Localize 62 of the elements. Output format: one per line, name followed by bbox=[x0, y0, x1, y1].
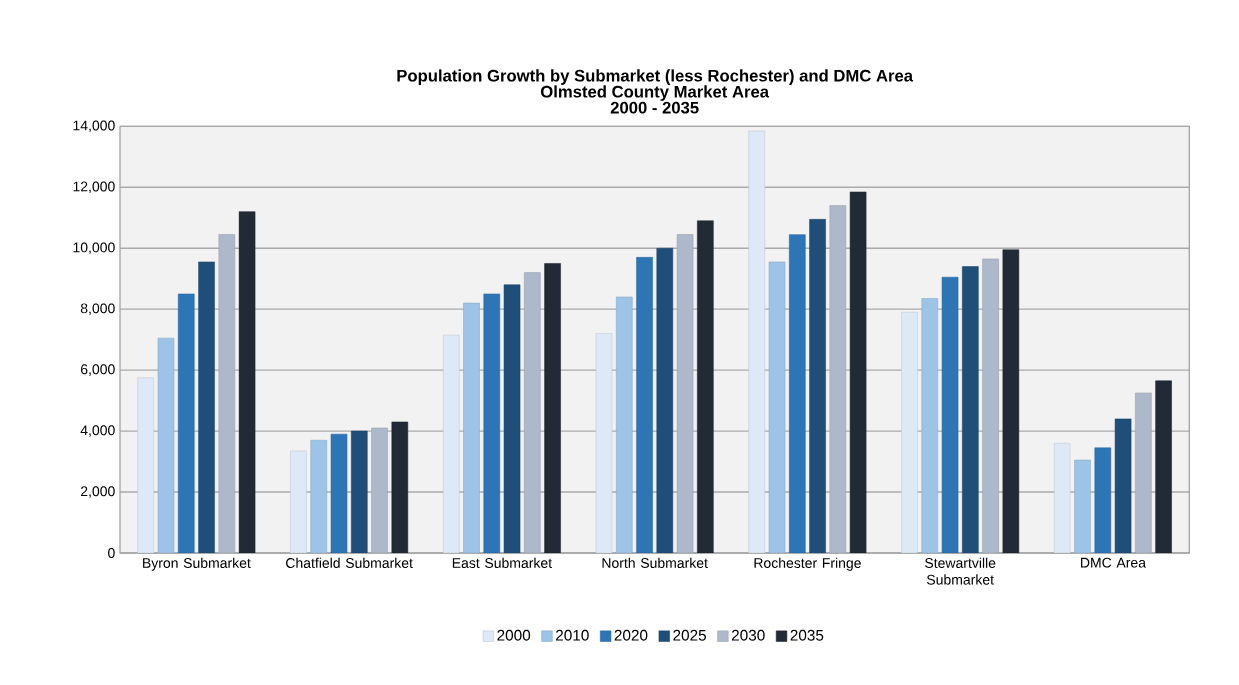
bar bbox=[962, 266, 979, 553]
bar bbox=[676, 234, 694, 553]
bar bbox=[198, 261, 215, 553]
legend-label: 2030 bbox=[731, 629, 765, 641]
bar bbox=[595, 333, 613, 553]
y-tick-label: 2,000 bbox=[80, 486, 115, 498]
bar bbox=[616, 296, 633, 553]
bar bbox=[1074, 459, 1091, 553]
bar bbox=[177, 293, 195, 553]
bar bbox=[1002, 249, 1020, 553]
bar bbox=[849, 191, 867, 553]
bar bbox=[503, 284, 521, 553]
bar bbox=[1155, 380, 1172, 553]
legend-label: 2010 bbox=[556, 629, 589, 641]
x-tick-label: Byron Submarket bbox=[143, 557, 251, 571]
y-tick-label: 12,000 bbox=[73, 181, 115, 194]
bar bbox=[442, 334, 460, 553]
y-tick-label: 10,000 bbox=[73, 242, 115, 255]
bar bbox=[351, 430, 368, 553]
bar bbox=[483, 293, 501, 553]
bar bbox=[901, 311, 918, 553]
x-tick-label: East Submarket bbox=[452, 557, 552, 568]
bar bbox=[697, 220, 714, 553]
y-tick-label: 8,000 bbox=[80, 303, 115, 315]
bar bbox=[921, 298, 939, 553]
bar bbox=[1094, 447, 1112, 553]
bar bbox=[748, 130, 766, 553]
y-tick-label: 4,000 bbox=[80, 425, 115, 437]
legend-label: 2025 bbox=[673, 629, 706, 641]
chart-title: Population Growth by Submarket (less Rochester) and DMC Area bbox=[397, 69, 914, 85]
bar bbox=[310, 439, 328, 553]
bar bbox=[238, 211, 256, 553]
bar bbox=[1054, 443, 1071, 553]
x-tick-label: North Submarket bbox=[602, 557, 708, 568]
bar bbox=[789, 234, 806, 553]
x-tick-label: Chatfield Submarket bbox=[286, 557, 413, 568]
legend-label: 2020 bbox=[614, 629, 648, 641]
y-tick-label: 14,000 bbox=[73, 120, 115, 133]
y-tick-label: 6,000 bbox=[80, 364, 115, 376]
bar bbox=[524, 272, 541, 553]
bar bbox=[371, 427, 388, 553]
x-tick-label: Stewartville Submarket bbox=[925, 557, 996, 585]
bar bbox=[636, 257, 653, 553]
x-tick-label: DMC Area bbox=[1081, 557, 1146, 568]
text: 2000 - 2035 bbox=[610, 101, 699, 114]
bar bbox=[1114, 418, 1132, 553]
bar bbox=[463, 302, 480, 553]
bar bbox=[137, 377, 154, 553]
bar bbox=[391, 421, 409, 553]
bar bbox=[809, 219, 826, 553]
bar bbox=[656, 247, 674, 553]
legend-label: 2000 bbox=[497, 629, 531, 641]
bar bbox=[290, 450, 307, 553]
legend-label: 2035 bbox=[790, 629, 824, 641]
chart-subtitle: Olmsted County Market Area bbox=[540, 85, 770, 101]
x-tick-label: Rochester Fringe bbox=[754, 557, 861, 571]
bar bbox=[218, 234, 236, 553]
bar bbox=[982, 258, 999, 553]
y-tick-label: 0 bbox=[108, 548, 115, 558]
bar bbox=[544, 263, 561, 553]
bar bbox=[1135, 392, 1152, 553]
bar bbox=[829, 205, 847, 553]
